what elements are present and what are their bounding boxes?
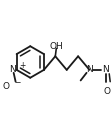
Text: −: − <box>15 78 21 87</box>
Text: OH: OH <box>49 42 63 51</box>
Text: N: N <box>102 65 109 74</box>
Text: N: N <box>86 65 93 74</box>
Text: +: + <box>20 61 26 70</box>
Text: O: O <box>3 82 10 91</box>
Text: N: N <box>9 65 16 74</box>
Text: O: O <box>104 87 111 96</box>
